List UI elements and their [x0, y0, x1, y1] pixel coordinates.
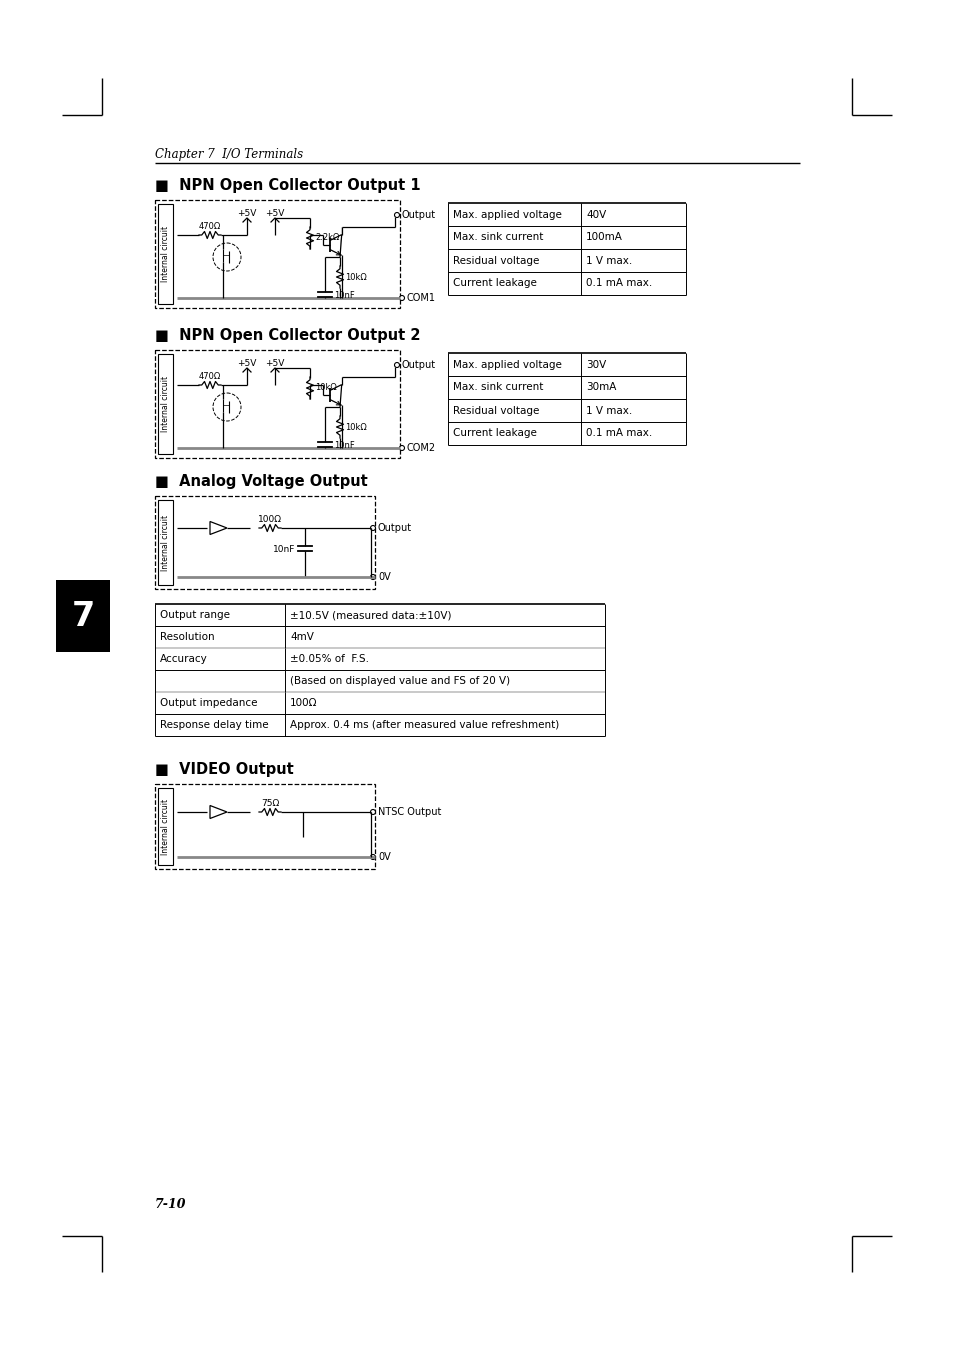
Text: Resolution: Resolution: [160, 632, 214, 642]
Text: 100Ω: 100Ω: [257, 515, 282, 524]
Circle shape: [399, 296, 404, 300]
Circle shape: [370, 854, 375, 859]
Text: 0V: 0V: [377, 571, 391, 582]
Text: 10kΩ: 10kΩ: [345, 273, 366, 281]
Text: Internal circuit: Internal circuit: [161, 376, 170, 432]
Text: 0.1 mA max.: 0.1 mA max.: [585, 278, 652, 289]
Text: ±0.05% of  F.S.: ±0.05% of F.S.: [290, 654, 369, 663]
Text: Internal circuit: Internal circuit: [161, 798, 170, 855]
Text: +5V: +5V: [237, 359, 256, 367]
Circle shape: [370, 526, 375, 531]
Text: Current leakage: Current leakage: [453, 428, 537, 439]
Bar: [154, 496, 375, 589]
Text: ±10.5V (measured data:±10V): ±10.5V (measured data:±10V): [290, 611, 451, 620]
Bar: [56, 580, 110, 653]
Text: 2.2kΩ: 2.2kΩ: [314, 234, 339, 242]
Text: Current leakage: Current leakage: [453, 278, 537, 289]
Text: ■  VIDEO Output: ■ VIDEO Output: [154, 762, 294, 777]
Text: Residual voltage: Residual voltage: [453, 405, 538, 416]
Text: ■  Analog Voltage Output: ■ Analog Voltage Output: [154, 474, 367, 489]
Circle shape: [395, 212, 399, 218]
Text: ■  NPN Open Collector Output 2: ■ NPN Open Collector Output 2: [154, 328, 420, 343]
Circle shape: [370, 809, 375, 815]
Bar: [158, 204, 172, 304]
Text: +5V: +5V: [265, 359, 284, 367]
Text: NTSC Output: NTSC Output: [377, 807, 441, 817]
Text: Max. applied voltage: Max. applied voltage: [453, 359, 561, 370]
Circle shape: [399, 446, 404, 450]
Bar: [158, 500, 172, 585]
Text: Output impedance: Output impedance: [160, 698, 257, 708]
Bar: [154, 784, 375, 869]
Text: Residual voltage: Residual voltage: [453, 255, 538, 266]
Text: 10kΩ: 10kΩ: [345, 423, 366, 431]
Text: 1 V max.: 1 V max.: [585, 405, 632, 416]
Bar: [154, 200, 399, 308]
Text: 10nF: 10nF: [334, 290, 355, 300]
Text: 470Ω: 470Ω: [198, 372, 221, 381]
Text: +5V: +5V: [265, 209, 284, 218]
Text: 4mV: 4mV: [290, 632, 314, 642]
Text: 1 V max.: 1 V max.: [585, 255, 632, 266]
Text: Internal circuit: Internal circuit: [161, 515, 170, 570]
Text: COM2: COM2: [407, 443, 436, 453]
Bar: [158, 788, 172, 865]
Text: 470Ω: 470Ω: [198, 222, 221, 231]
Circle shape: [395, 362, 399, 367]
Circle shape: [370, 574, 375, 580]
Text: 10nF: 10nF: [273, 546, 294, 554]
Text: 7: 7: [71, 600, 94, 632]
Text: 10nF: 10nF: [334, 440, 355, 450]
Text: Max. sink current: Max. sink current: [453, 232, 543, 242]
Text: Internal circuit: Internal circuit: [161, 226, 170, 282]
Text: 0.1 mA max.: 0.1 mA max.: [585, 428, 652, 439]
Text: Output: Output: [377, 523, 412, 534]
Text: 0V: 0V: [377, 852, 391, 862]
Text: 100mA: 100mA: [585, 232, 622, 242]
Bar: [158, 354, 172, 454]
Text: 7-10: 7-10: [154, 1198, 186, 1210]
Text: Accuracy: Accuracy: [160, 654, 208, 663]
Text: Chapter 7  I/O Terminals: Chapter 7 I/O Terminals: [154, 149, 303, 161]
Text: Response delay time: Response delay time: [160, 720, 269, 730]
Text: ■  NPN Open Collector Output 1: ■ NPN Open Collector Output 1: [154, 178, 420, 193]
Text: 40V: 40V: [585, 209, 605, 219]
Text: 10kΩ: 10kΩ: [314, 384, 336, 393]
Text: Output: Output: [401, 209, 436, 220]
Text: 75Ω: 75Ω: [260, 798, 279, 808]
Bar: [154, 350, 399, 458]
Text: (Based on displayed value and FS of 20 V): (Based on displayed value and FS of 20 V…: [290, 676, 510, 686]
Text: 30V: 30V: [585, 359, 605, 370]
Text: +5V: +5V: [237, 209, 256, 218]
Text: Output: Output: [401, 359, 436, 370]
Text: Max. sink current: Max. sink current: [453, 382, 543, 393]
Text: 30mA: 30mA: [585, 382, 616, 393]
Text: COM1: COM1: [407, 293, 436, 303]
Text: Output range: Output range: [160, 611, 230, 620]
Text: 100Ω: 100Ω: [290, 698, 317, 708]
Text: Max. applied voltage: Max. applied voltage: [453, 209, 561, 219]
Text: Approx. 0.4 ms (after measured value refreshment): Approx. 0.4 ms (after measured value ref…: [290, 720, 558, 730]
